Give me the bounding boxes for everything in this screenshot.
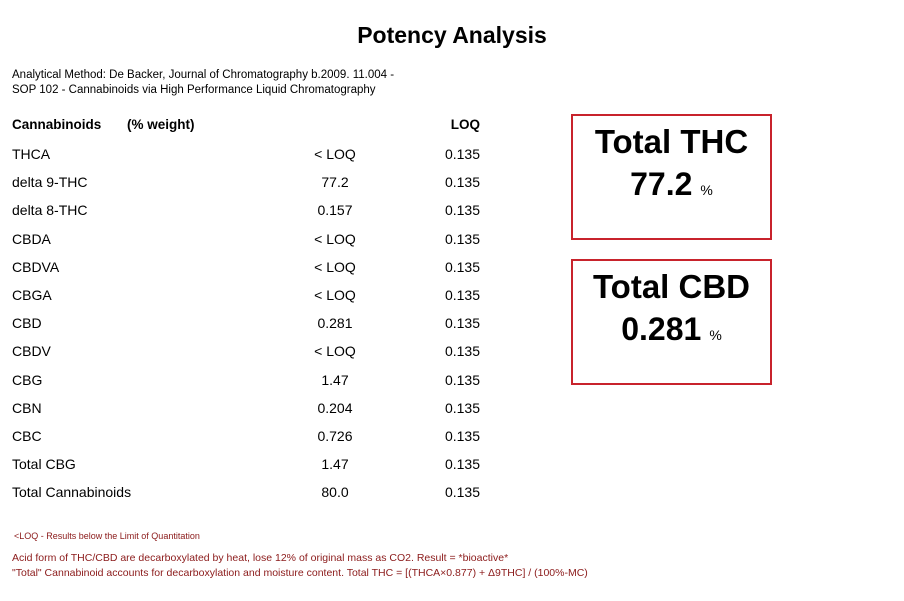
table-row: THCA < LOQ 0.135: [0, 140, 520, 168]
table-row: Total CBG 1.47 0.135: [0, 450, 520, 478]
table-row: CBD 0.281 0.135: [0, 309, 520, 337]
page-title: Potency Analysis: [357, 22, 547, 48]
cannabinoid-loq: 0.135: [444, 202, 480, 219]
cannabinoid-loq: 0.135: [444, 456, 480, 473]
cannabinoid-loq: 0.135: [444, 230, 480, 247]
cannabinoid-loq: 0.135: [444, 343, 480, 360]
total-cbd-box: Total CBD 0.281%: [571, 259, 772, 385]
method-line-2: SOP 102 - Cannabinoids via High Performa…: [12, 84, 376, 96]
cannabinoid-value: 80.0: [321, 484, 349, 501]
cannabinoid-value: < LOQ: [314, 258, 356, 275]
cannabinoid-loq: 0.135: [444, 399, 480, 416]
cannabinoid-name: THCA: [12, 146, 51, 162]
cannabinoid-value: 1.47: [321, 371, 349, 388]
cannabinoid-value: 77.2: [321, 174, 349, 191]
cannabinoid-loq: 0.135: [444, 146, 480, 162]
total-cbd-value: 0.281: [621, 311, 702, 347]
table-row: delta 9-THC 77.2 0.135: [0, 168, 520, 196]
table-row: CBGA < LOQ 0.135: [0, 281, 520, 309]
cannabinoid-value: 0.281: [317, 315, 353, 332]
analytical-method: Analytical Method: De Backer, Journal of…: [12, 68, 394, 98]
cannabinoid-loq: 0.135: [444, 315, 480, 332]
cannabinoid-name: CBC: [12, 427, 42, 444]
table-row: CBC 0.726 0.135: [0, 422, 520, 450]
header-cannabinoids: Cannabinoids: [12, 117, 102, 132]
cannabinoid-value: < LOQ: [314, 343, 356, 360]
potency-table: THCA < LOQ 0.135 delta 9-THC 77.2 0.135 …: [0, 140, 520, 506]
cannabinoid-loq: 0.135: [444, 427, 480, 444]
cannabinoid-name: CBDV: [12, 343, 51, 360]
cannabinoid-loq: 0.135: [444, 286, 480, 303]
table-row: CBN 0.204 0.135: [0, 394, 520, 422]
cannabinoid-loq: 0.135: [444, 484, 480, 501]
loq-footnote: <LOQ - Results below the Limit of Quanti…: [14, 531, 200, 541]
cannabinoid-loq: 0.135: [444, 371, 480, 388]
cannabinoid-name: CBG: [12, 371, 43, 388]
cannabinoid-name: CBDA: [12, 230, 51, 247]
table-row: delta 8-THC 0.157 0.135: [0, 196, 520, 224]
table-row: Total Cannabinoids 80.0 0.135: [0, 478, 520, 506]
table-row: CBDVA < LOQ 0.135: [0, 253, 520, 281]
total-cbd-label: Total CBD: [592, 268, 751, 305]
total-cannabinoid-note: "Total" Cannabinoid accounts for decarbo…: [12, 567, 588, 579]
cannabinoid-value: < LOQ: [314, 286, 356, 303]
total-thc-box: Total THC 77.2%: [571, 114, 772, 240]
cannabinoid-name: Total Cannabinoids: [12, 484, 132, 501]
header-loq: LOQ: [450, 117, 480, 132]
table-row: CBG 1.47 0.135: [0, 366, 520, 394]
total-thc-value: 77.2: [630, 166, 693, 202]
total-thc-label: Total THC: [594, 123, 749, 160]
footnotes: Acid form of THC/CBD are decarboxylated …: [12, 551, 588, 581]
cannabinoid-name: CBD: [12, 315, 42, 332]
cannabinoid-name: CBGA: [12, 286, 52, 303]
cannabinoid-value: 0.204: [317, 399, 353, 416]
cannabinoid-value: < LOQ: [314, 230, 356, 247]
header-unit: (% weight): [127, 117, 195, 132]
total-thc-unit: %: [700, 182, 713, 198]
cannabinoid-value: < LOQ: [314, 146, 356, 162]
cannabinoid-name: CBDVA: [12, 258, 60, 275]
cannabinoid-loq: 0.135: [444, 174, 480, 191]
cannabinoid-loq: 0.135: [444, 258, 480, 275]
cannabinoid-value: 0.157: [317, 202, 353, 219]
acid-form-note: Acid form of THC/CBD are decarboxylated …: [12, 552, 509, 564]
cannabinoid-name: Total CBG: [12, 456, 76, 473]
cannabinoid-name: CBN: [12, 399, 42, 416]
table-row: CBDA < LOQ 0.135: [0, 225, 520, 253]
table-row: CBDV < LOQ 0.135: [0, 337, 520, 365]
cannabinoid-value: 0.726: [317, 427, 353, 444]
cannabinoid-name: delta 9-THC: [12, 174, 88, 191]
cannabinoid-name: delta 8-THC: [12, 202, 88, 219]
cannabinoid-value: 1.47: [321, 456, 349, 473]
method-line-1: Analytical Method: De Backer, Journal of…: [12, 69, 395, 81]
total-cbd-unit: %: [709, 327, 722, 343]
